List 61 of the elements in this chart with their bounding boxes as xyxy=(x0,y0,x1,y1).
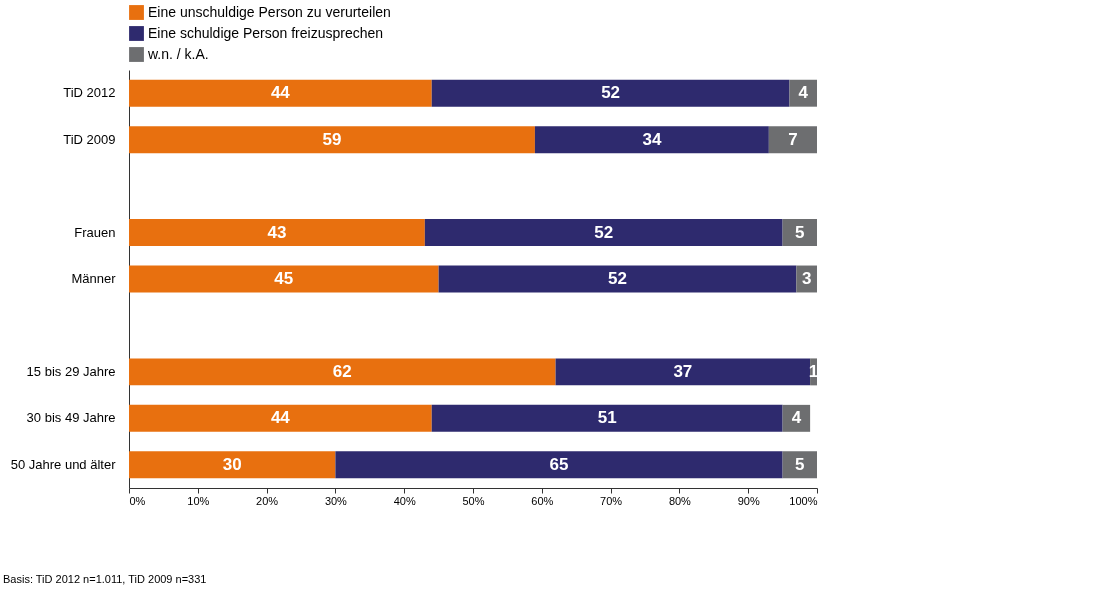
bar xyxy=(129,126,535,154)
data-label: 43 xyxy=(267,222,287,242)
bar xyxy=(438,265,797,293)
bar xyxy=(424,219,783,247)
data-label: 4 xyxy=(798,83,809,103)
legend-label: Eine schuldige Person freizusprechen xyxy=(148,24,384,41)
data-label: 34 xyxy=(642,129,662,149)
y-tick-label: Männer xyxy=(71,271,117,286)
y-tick-label: 30 bis 49 Jahre xyxy=(26,410,116,426)
bar xyxy=(431,79,790,107)
x-tick-label: 70% xyxy=(600,494,623,507)
data-label: 7 xyxy=(788,129,798,149)
data-label: 4 xyxy=(791,408,802,428)
bar xyxy=(534,126,769,154)
data-label: 65 xyxy=(549,454,569,474)
y-tick-label: 50 Jahre und älter xyxy=(10,456,117,472)
data-label: 37 xyxy=(673,361,693,381)
x-tick-label: 20% xyxy=(256,494,279,507)
x-tick-label: 50% xyxy=(462,494,485,507)
x-tick-label: 60% xyxy=(531,494,554,507)
x-tick-label: 80% xyxy=(668,494,692,507)
data-label: 52 xyxy=(594,222,614,242)
data-label: 62 xyxy=(332,361,352,381)
x-tick-label: 0% xyxy=(129,494,146,507)
bar xyxy=(555,358,811,386)
data-label: 45 xyxy=(274,269,294,288)
bar xyxy=(129,358,556,386)
x-tick-label: 90% xyxy=(737,494,760,507)
data-label: 3 xyxy=(801,269,812,288)
data-label: 44 xyxy=(270,83,291,103)
legend-label: Eine unschuldige Person zu verurteilen xyxy=(148,3,391,20)
text: Basis: TiD 2012 n=1.011, TiD 2009 n=331 xyxy=(3,573,207,585)
data-label: 30 xyxy=(222,454,242,474)
data-label: 5 xyxy=(795,454,805,474)
bar xyxy=(129,404,432,432)
data-label: 52 xyxy=(601,83,621,103)
x-tick-label: 40% xyxy=(393,494,416,507)
bar xyxy=(129,265,439,293)
bar xyxy=(129,79,432,107)
bar xyxy=(335,451,783,479)
bar xyxy=(782,219,817,247)
legend-label: w.n. / k.A. xyxy=(147,45,209,62)
y-tick-label: 15 bis 29 Jahre xyxy=(26,363,116,379)
y-tick-label: TiD 2012 xyxy=(63,85,116,101)
y-tick-label: Frauen xyxy=(74,224,116,240)
x-tick-label: 100% xyxy=(789,494,818,507)
bar xyxy=(789,79,817,107)
bar xyxy=(129,451,336,479)
bar xyxy=(768,126,817,154)
data-label: 1 xyxy=(808,361,819,381)
data-label: 44 xyxy=(270,408,291,428)
data-label: 5 xyxy=(795,222,805,242)
data-label: 51 xyxy=(597,408,617,428)
x-tick-label: 10% xyxy=(187,494,210,507)
y-tick-label: TiD 2009 xyxy=(63,131,116,147)
x-tick-label: 30% xyxy=(324,494,348,507)
data-label: 52 xyxy=(608,269,627,288)
data-label: 59 xyxy=(322,129,342,149)
bar xyxy=(129,219,425,247)
bar xyxy=(782,451,817,479)
bar xyxy=(431,404,783,432)
